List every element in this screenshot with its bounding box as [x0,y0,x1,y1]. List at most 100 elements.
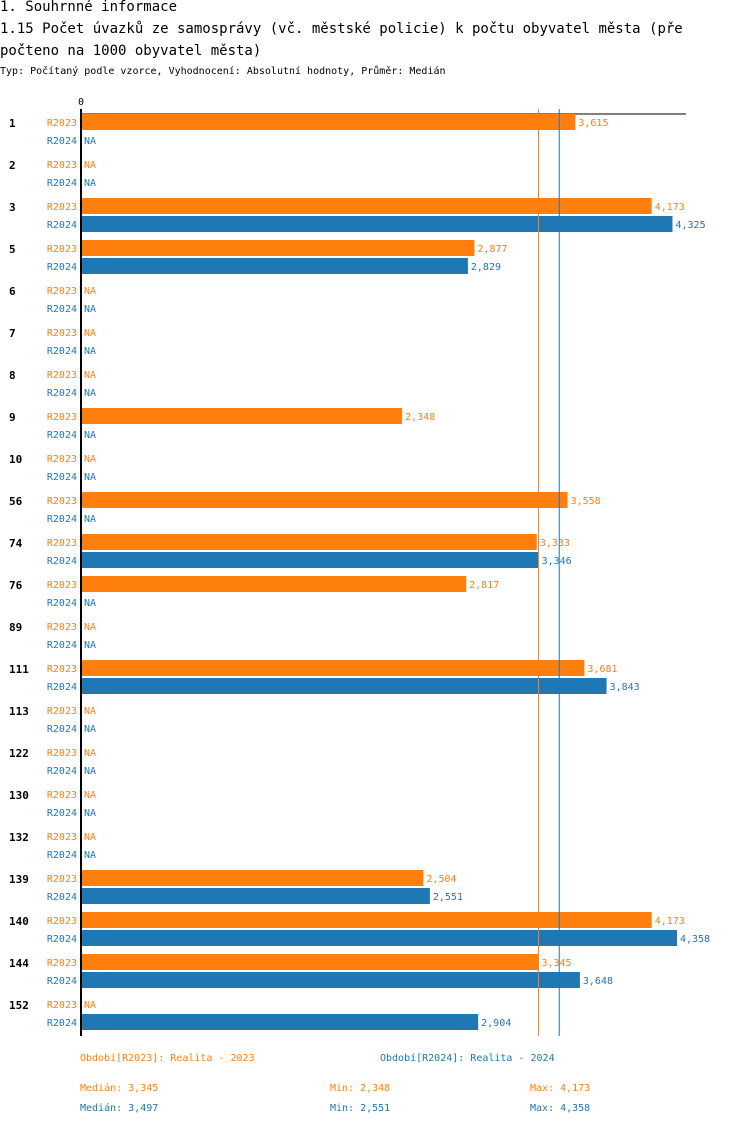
series-label-r2024: R2024 [47,724,77,735]
bar-r2023 [81,660,585,676]
bar-r2023 [81,240,475,256]
na-label-r2024: NA [84,640,96,651]
series-label-r2024: R2024 [47,178,77,189]
series-label-r2024: R2024 [47,808,77,819]
series-label-r2023: R2023 [47,790,77,801]
legend-r2023-period: Období[R2023]: Realita - 2023 [80,1053,255,1064]
category-label: 3 [9,201,16,214]
series-label-r2024: R2024 [47,472,77,483]
series-label-r2024: R2024 [47,514,77,525]
series-label-r2023: R2023 [47,202,77,213]
value-label-r2023: 4,173 [655,202,685,213]
value-label-r2024: 2,904 [481,1018,511,1029]
value-label-r2024: 2,829 [471,262,501,273]
category-label: 130 [9,789,29,802]
series-label-r2023: R2023 [47,664,77,675]
series-label-r2023: R2023 [47,916,77,927]
series-label-r2024: R2024 [47,598,77,609]
bar-r2023 [81,492,568,508]
series-label-r2023: R2023 [47,832,77,843]
legend-r2023-median: Medián: 3,345 [80,1083,159,1094]
value-label-r2024: 3,648 [583,976,613,987]
legend-r2024-median: Medián: 3,497 [80,1103,159,1114]
bar-r2024 [81,216,673,232]
value-label-r2023: 3,333 [540,538,570,549]
series-label-r2024: R2024 [47,346,77,357]
category-label: 2 [9,159,16,172]
series-label-r2023: R2023 [47,874,77,885]
value-label-r2023: 3,681 [587,664,617,675]
series-label-r2023: R2023 [47,580,77,591]
bar-r2023 [81,912,652,928]
series-label-r2024: R2024 [47,304,77,315]
category-label: 5 [9,243,16,256]
bar-r2024 [81,930,677,946]
series-label-r2024: R2024 [47,262,77,273]
value-label-r2023: 3,345 [541,958,571,969]
na-label-r2023: NA [84,790,96,801]
bar-r2023 [81,198,652,214]
category-label: 122 [9,747,29,760]
series-label-r2024: R2024 [47,892,77,903]
series-label-r2024: R2024 [47,388,77,399]
series-label-r2023: R2023 [47,160,77,171]
series-label-r2023: R2023 [47,748,77,759]
bar-r2024 [81,972,580,988]
value-label-r2024: 2,551 [433,892,463,903]
series-label-r2024: R2024 [47,136,77,147]
na-label-r2023: NA [84,454,96,465]
series-label-r2023: R2023 [47,370,77,381]
legend-r2024-period: Období[R2024]: Realita - 2024 [380,1053,555,1064]
category-label: 132 [9,831,29,844]
series-label-r2024: R2024 [47,976,77,987]
series-label-r2024: R2024 [47,934,77,945]
na-label-r2023: NA [84,622,96,633]
bar-r2023 [81,534,537,550]
x-axis-zero-label: 0 [78,97,84,108]
bar-r2023 [81,870,424,886]
section-title: 1. Souhrnné informace [0,0,178,15]
series-label-r2023: R2023 [47,1000,77,1011]
legend-r2023-min: Min: 2,348 [330,1083,391,1094]
category-label: 8 [9,369,16,382]
value-label-r2024: 3,843 [610,682,640,693]
category-label: 144 [9,957,29,970]
category-label: 9 [9,411,16,424]
value-label-r2023: 3,558 [571,496,601,507]
na-label-r2023: NA [84,748,96,759]
category-label: 139 [9,873,29,886]
na-label-r2023: NA [84,286,96,297]
value-label-r2024: 4,358 [680,934,710,945]
series-label-r2023: R2023 [47,454,77,465]
series-label-r2024: R2024 [47,766,77,777]
value-label-r2023: 2,877 [477,244,507,255]
series-label-r2023: R2023 [47,244,77,255]
na-label-r2024: NA [84,850,96,861]
na-label-r2024: NA [84,304,96,315]
category-label: 76 [9,579,23,592]
legend-r2023-max: Max: 4,173 [530,1083,591,1094]
category-label: 1 [9,117,16,130]
bar-r2024 [81,552,539,568]
value-label-r2023: 2,817 [469,580,499,591]
bar-r2023 [81,954,539,970]
series-label-r2023: R2023 [47,328,77,339]
series-label-r2023: R2023 [47,118,77,129]
category-label: 74 [9,537,23,550]
category-label: 6 [9,285,16,298]
legend-r2024-min: Min: 2,551 [330,1103,391,1114]
bar-r2024 [81,1014,479,1030]
series-label-r2024: R2024 [47,682,77,693]
na-label-r2023: NA [84,370,96,381]
chart-title-line-1: 1.15 Počet úvazků ze samosprávy (vč. měs… [0,21,683,37]
value-label-r2024: 3,346 [542,556,572,567]
na-label-r2024: NA [84,472,96,483]
series-label-r2024: R2024 [47,220,77,231]
bar-r2023 [81,576,467,592]
value-label-r2023: 3,615 [578,118,608,129]
na-label-r2024: NA [84,514,96,525]
bar-r2024 [81,888,430,904]
value-label-r2024: 4,325 [675,220,705,231]
series-label-r2023: R2023 [47,496,77,507]
series-label-r2023: R2023 [47,412,77,423]
